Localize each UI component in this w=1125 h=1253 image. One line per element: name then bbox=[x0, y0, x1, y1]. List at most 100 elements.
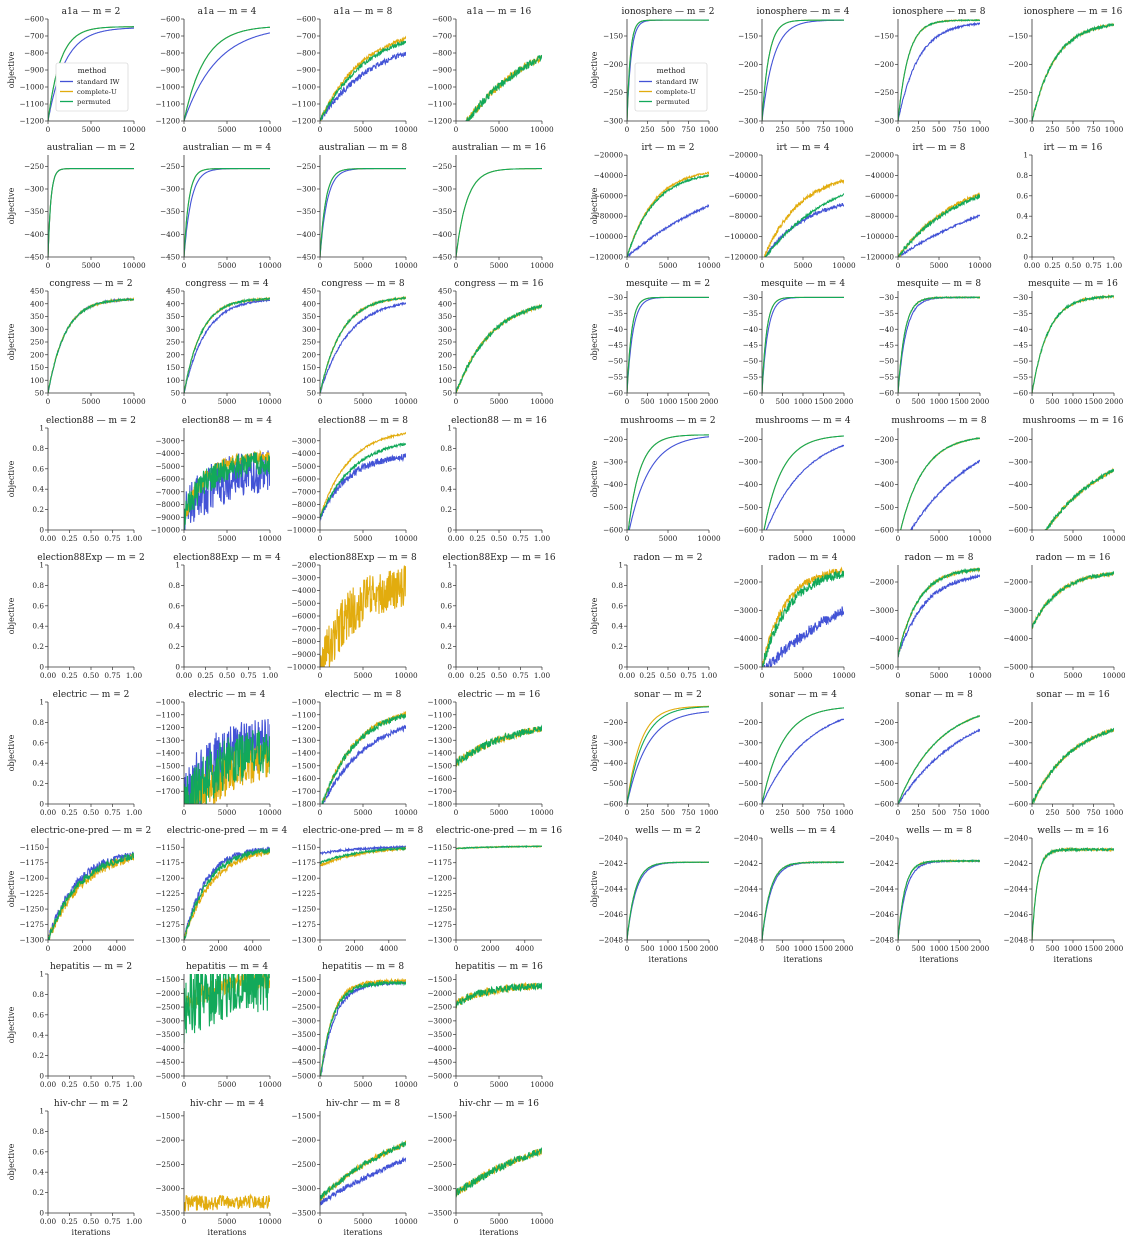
x-tick-label: 10000 bbox=[530, 808, 554, 817]
y-tick-label: −1200 bbox=[427, 117, 452, 126]
y-tick-label: −4500 bbox=[155, 1058, 180, 1067]
y-tick-label: −2500 bbox=[427, 1003, 452, 1012]
series-line-complete-u bbox=[1032, 293, 1114, 393]
x-tick-label: 750 bbox=[1087, 125, 1101, 134]
y-tick-label: −4500 bbox=[427, 1058, 452, 1067]
y-tick-label: −3000 bbox=[427, 1016, 452, 1025]
x-tick-label: 1000 bbox=[659, 397, 678, 406]
series-line-standard-iw bbox=[898, 573, 980, 658]
y-axis-label: objective bbox=[7, 187, 16, 224]
y-tick-label: −2048 bbox=[598, 936, 623, 945]
y-tick-label: 0.2 bbox=[168, 642, 180, 651]
y-tick-label: −1300 bbox=[291, 936, 316, 945]
x-tick-label: 10000 bbox=[122, 125, 146, 134]
y-tick-label: −1000 bbox=[291, 698, 316, 707]
y-tick-label: −600 bbox=[296, 15, 316, 24]
x-tick-label: 0 bbox=[318, 1080, 323, 1089]
y-tick-label: −4000 bbox=[869, 634, 894, 643]
y-tick-label: −5000 bbox=[1003, 663, 1028, 672]
y-tick-label: −8000 bbox=[155, 500, 180, 509]
y-axis-label: objective bbox=[590, 51, 599, 88]
series-line-complete-u bbox=[184, 296, 270, 393]
panel-mushrooms-m-4: mushrooms — m = 4 −600 −500 −400 −300 −200 0 50… bbox=[738, 416, 856, 543]
x-tick-label: 5000 bbox=[354, 397, 373, 406]
x-tick-label: 0 bbox=[46, 261, 51, 270]
series-line-permuted bbox=[627, 296, 709, 393]
y-tick-label: 1 bbox=[39, 424, 44, 433]
y-tick-label: −200 bbox=[1008, 60, 1028, 69]
y-tick-label: −4000 bbox=[291, 586, 316, 595]
x-tick-label: 0.50 bbox=[491, 534, 508, 543]
y-tick-label: 450 bbox=[438, 287, 452, 296]
y-tick-label: 450 bbox=[302, 287, 316, 296]
y-tick-label: 1 bbox=[618, 561, 623, 570]
x-tick-label: 1500 bbox=[679, 944, 698, 953]
x-tick-label: 250 bbox=[912, 125, 926, 134]
y-tick-label: −30 bbox=[743, 293, 759, 302]
x-tick-label: 0 bbox=[454, 125, 459, 134]
y-tick-label: 0 bbox=[1023, 253, 1028, 262]
x-tick-label: 250 bbox=[641, 125, 655, 134]
y-tick-label: −120000 bbox=[860, 253, 894, 262]
panel-title: radon — m = 2 bbox=[634, 553, 703, 563]
y-tick-label: −800 bbox=[24, 49, 44, 58]
y-axis-label: objective bbox=[7, 870, 16, 907]
x-tick-label: 0 bbox=[1030, 671, 1035, 680]
y-tick-label: −400 bbox=[603, 480, 623, 489]
y-tick-label: −120000 bbox=[589, 253, 623, 262]
y-tick-label: −1600 bbox=[291, 774, 316, 783]
series-line-complete-u bbox=[320, 565, 406, 667]
y-tick-label: −2044 bbox=[598, 885, 623, 894]
y-tick-label: −9000 bbox=[155, 513, 180, 522]
series-line-standard-iw bbox=[909, 459, 980, 530]
y-tick-label: −10000 bbox=[287, 663, 317, 672]
y-tick-label: −300 bbox=[603, 458, 623, 467]
x-tick-label: 5000 bbox=[354, 671, 373, 680]
panel-a1a-m-8: a1a — m = 8 −1200 −1100 −1000 −900 −800 −700 −6… bbox=[291, 7, 418, 134]
y-tick-label: 300 bbox=[302, 325, 316, 334]
panel-electric-one-pred-m-4: electric-one-pred — m = 4 −1300 −1275 −1250… bbox=[155, 826, 287, 953]
y-axis-label: objective bbox=[7, 460, 16, 497]
y-tick-label: −50 bbox=[1013, 357, 1029, 366]
x-tick-label: 10000 bbox=[394, 1217, 418, 1226]
panel-wells-m-16: wells — m = 16 −2048 −2046 −2044 −2042 −2040 0… bbox=[1003, 826, 1123, 964]
x-tick-label: 5000 bbox=[659, 261, 678, 270]
series-line-standard-iw bbox=[320, 301, 406, 393]
y-tick-label: 0 bbox=[618, 663, 623, 672]
y-tick-label: −3500 bbox=[427, 1209, 452, 1218]
x-tick-label: 5000 bbox=[218, 1080, 237, 1089]
y-tick-label: −1275 bbox=[19, 920, 44, 929]
x-tick-label: 10000 bbox=[122, 261, 146, 270]
panel-title: hiv-chr — m = 16 bbox=[459, 1099, 539, 1109]
y-tick-label: −7000 bbox=[291, 487, 316, 496]
y-tick-label: −1400 bbox=[291, 749, 316, 758]
y-tick-label: −5000 bbox=[291, 599, 316, 608]
panel-mushrooms-m-8: mushrooms — m = 8 −600 −500 −400 −300 −200 0 50… bbox=[874, 416, 992, 543]
y-tick-label: −9000 bbox=[291, 650, 316, 659]
x-tick-label: 1000 bbox=[930, 944, 949, 953]
x-tick-label: 10000 bbox=[832, 671, 856, 680]
y-tick-label: 0.8 bbox=[32, 581, 44, 590]
panel-title: a1a — m = 16 bbox=[467, 7, 532, 17]
y-tick-label: −400 bbox=[874, 759, 894, 768]
y-tick-label: −250 bbox=[874, 88, 894, 97]
series-line-standard-iw bbox=[184, 297, 270, 393]
panel-title: a1a — m = 8 bbox=[334, 7, 393, 17]
y-tick-label: −1500 bbox=[291, 1111, 316, 1120]
y-tick-label: −2500 bbox=[155, 1160, 180, 1169]
x-tick-label: 500 bbox=[932, 808, 946, 817]
panel-title: congress — m = 2 bbox=[49, 279, 132, 289]
x-tick-label: 4000 bbox=[244, 944, 263, 953]
y-tick-label: −500 bbox=[874, 503, 894, 512]
x-tick-label: 0.25 bbox=[61, 1217, 78, 1226]
x-tick-label: 1.00 bbox=[534, 534, 551, 543]
series-line-permuted bbox=[898, 715, 980, 804]
series-line-permuted bbox=[898, 295, 980, 393]
series-line-permuted bbox=[320, 1140, 406, 1202]
legend-title: method bbox=[78, 66, 107, 75]
y-tick-label: −1150 bbox=[155, 843, 180, 852]
y-tick-label: −2042 bbox=[1003, 859, 1028, 868]
x-tick-label: 750 bbox=[1087, 808, 1101, 817]
x-tick-label: 500 bbox=[1046, 944, 1060, 953]
y-tick-label: 50 bbox=[171, 389, 181, 398]
